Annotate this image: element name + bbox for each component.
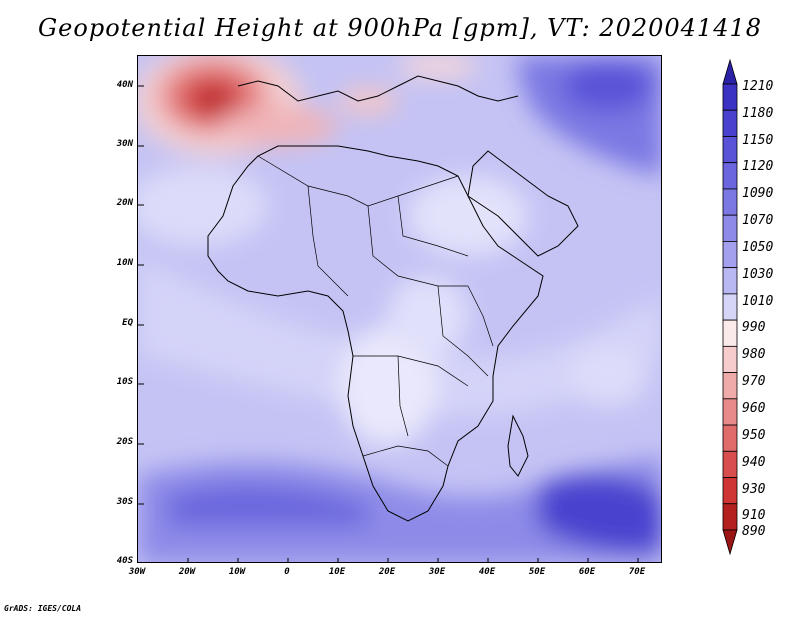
- colorbar-label: 1120: [742, 159, 774, 174]
- colorbar-segment: [722, 398, 738, 426]
- lon-label-20e: 20E: [378, 567, 396, 577]
- africa-coast: [207, 145, 544, 522]
- colorbar-segment: [722, 241, 738, 269]
- colorbar-segment: [722, 136, 738, 164]
- frame-ticks: [138, 85, 639, 562]
- lat-label-30s: 30S: [116, 497, 133, 507]
- lat-label-eq: EQ: [122, 318, 133, 328]
- colorbar-segment: [722, 319, 738, 347]
- field-shading: [138, 56, 661, 562]
- colorbar-min-arrow: [722, 529, 738, 556]
- lat-label-20n: 20N: [116, 198, 133, 208]
- credit-text: GrADS: IGES/COLA: [4, 604, 82, 613]
- colorbar: [722, 58, 738, 556]
- arabia-coast: [467, 150, 579, 257]
- lon-label-30w: 30W: [128, 567, 146, 577]
- colorbar-segment: [722, 424, 738, 452]
- colorbar-segment: [722, 503, 738, 531]
- colorbar-label: 980: [742, 347, 766, 362]
- country-borders: [257, 155, 494, 467]
- lon-label-40e: 40E: [478, 567, 496, 577]
- colorbar-segment: [722, 267, 738, 295]
- chart-title: Geopotential Height at 900hPa [gpm], VT:…: [38, 14, 762, 42]
- lon-label-10e: 10E: [328, 567, 346, 577]
- colorbar-label: 1010: [742, 294, 774, 309]
- colorbar-label: 950: [742, 428, 766, 443]
- lat-label-10s: 10S: [116, 377, 133, 387]
- colorbar-label: 970: [742, 374, 766, 389]
- colorbar-label: 1090: [742, 186, 774, 201]
- colorbar-segment: [722, 162, 738, 190]
- lon-label-0: 0: [284, 567, 290, 577]
- lat-label-20s: 20S: [116, 437, 133, 447]
- lat-label-10n: 10N: [116, 258, 133, 268]
- colorbar-label: 990: [742, 320, 766, 335]
- colorbar-segment: [722, 109, 738, 137]
- map-panel: [137, 55, 662, 563]
- colorbar-max-arrow: [722, 58, 738, 85]
- colorbar-segment: [722, 83, 738, 111]
- colorbar-segment: [722, 372, 738, 400]
- geopotential-field: [138, 56, 661, 562]
- lon-label-10w: 10W: [228, 567, 246, 577]
- lat-label-40n: 40N: [116, 80, 133, 90]
- colorbar-segment: [722, 188, 738, 216]
- lon-label-50e: 50E: [528, 567, 546, 577]
- europe-coast: [237, 75, 519, 102]
- lat-label-30n: 30N: [116, 139, 133, 149]
- colorbar-label: 930: [742, 482, 766, 497]
- lon-label-30e: 30E: [428, 567, 446, 577]
- colorbar-label: 960: [742, 401, 766, 416]
- colorbar-label: 1050: [742, 240, 774, 255]
- lon-label-70e: 70E: [628, 567, 646, 577]
- colorbar-segment: [722, 293, 738, 321]
- colorbar-label: 1150: [742, 133, 774, 148]
- madagascar: [507, 414, 529, 477]
- colorbar-label: 910: [742, 508, 766, 523]
- colorbar-label: 940: [742, 455, 766, 470]
- colorbar-segment: [722, 450, 738, 478]
- colorbar-segment: [722, 345, 738, 373]
- colorbar-label: 1180: [742, 106, 774, 121]
- colorbar-label: 1070: [742, 213, 774, 228]
- coastlines: [207, 75, 579, 522]
- lon-label-60e: 60E: [578, 567, 596, 577]
- colorbar-label: 1210: [742, 79, 774, 94]
- colorbar-segment: [722, 214, 738, 242]
- colorbar-segment: [722, 477, 738, 505]
- lon-label-20w: 20W: [178, 567, 196, 577]
- lat-label-40s: 40S: [116, 556, 133, 566]
- colorbar-label: 1030: [742, 267, 774, 282]
- colorbar-label: 890: [742, 524, 766, 539]
